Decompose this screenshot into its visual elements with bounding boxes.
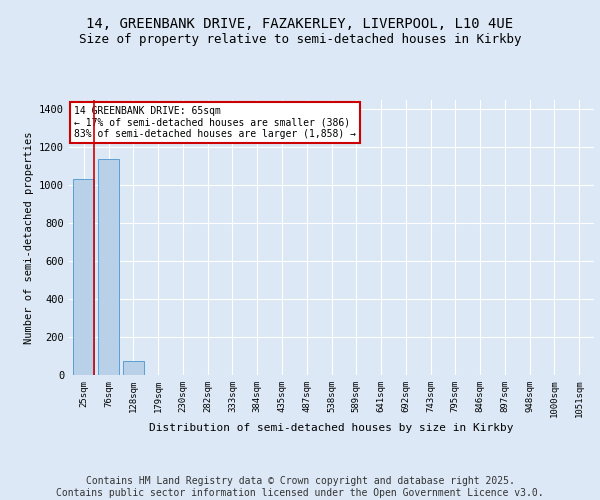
Bar — [73, 178, 94, 375]
Text: Size of property relative to semi-detached houses in Kirkby: Size of property relative to semi-detach… — [79, 32, 521, 46]
Bar — [123, 361, 144, 375]
Y-axis label: Number of semi-detached properties: Number of semi-detached properties — [23, 131, 34, 344]
X-axis label: Distribution of semi-detached houses by size in Kirkby: Distribution of semi-detached houses by … — [149, 423, 514, 433]
Text: 14 GREENBANK DRIVE: 65sqm
← 17% of semi-detached houses are smaller (386)
83% of: 14 GREENBANK DRIVE: 65sqm ← 17% of semi-… — [74, 106, 356, 138]
Text: Contains HM Land Registry data © Crown copyright and database right 2025.
Contai: Contains HM Land Registry data © Crown c… — [56, 476, 544, 498]
Text: 14, GREENBANK DRIVE, FAZAKERLEY, LIVERPOOL, L10 4UE: 14, GREENBANK DRIVE, FAZAKERLEY, LIVERPO… — [86, 18, 514, 32]
Bar — [98, 159, 119, 375]
